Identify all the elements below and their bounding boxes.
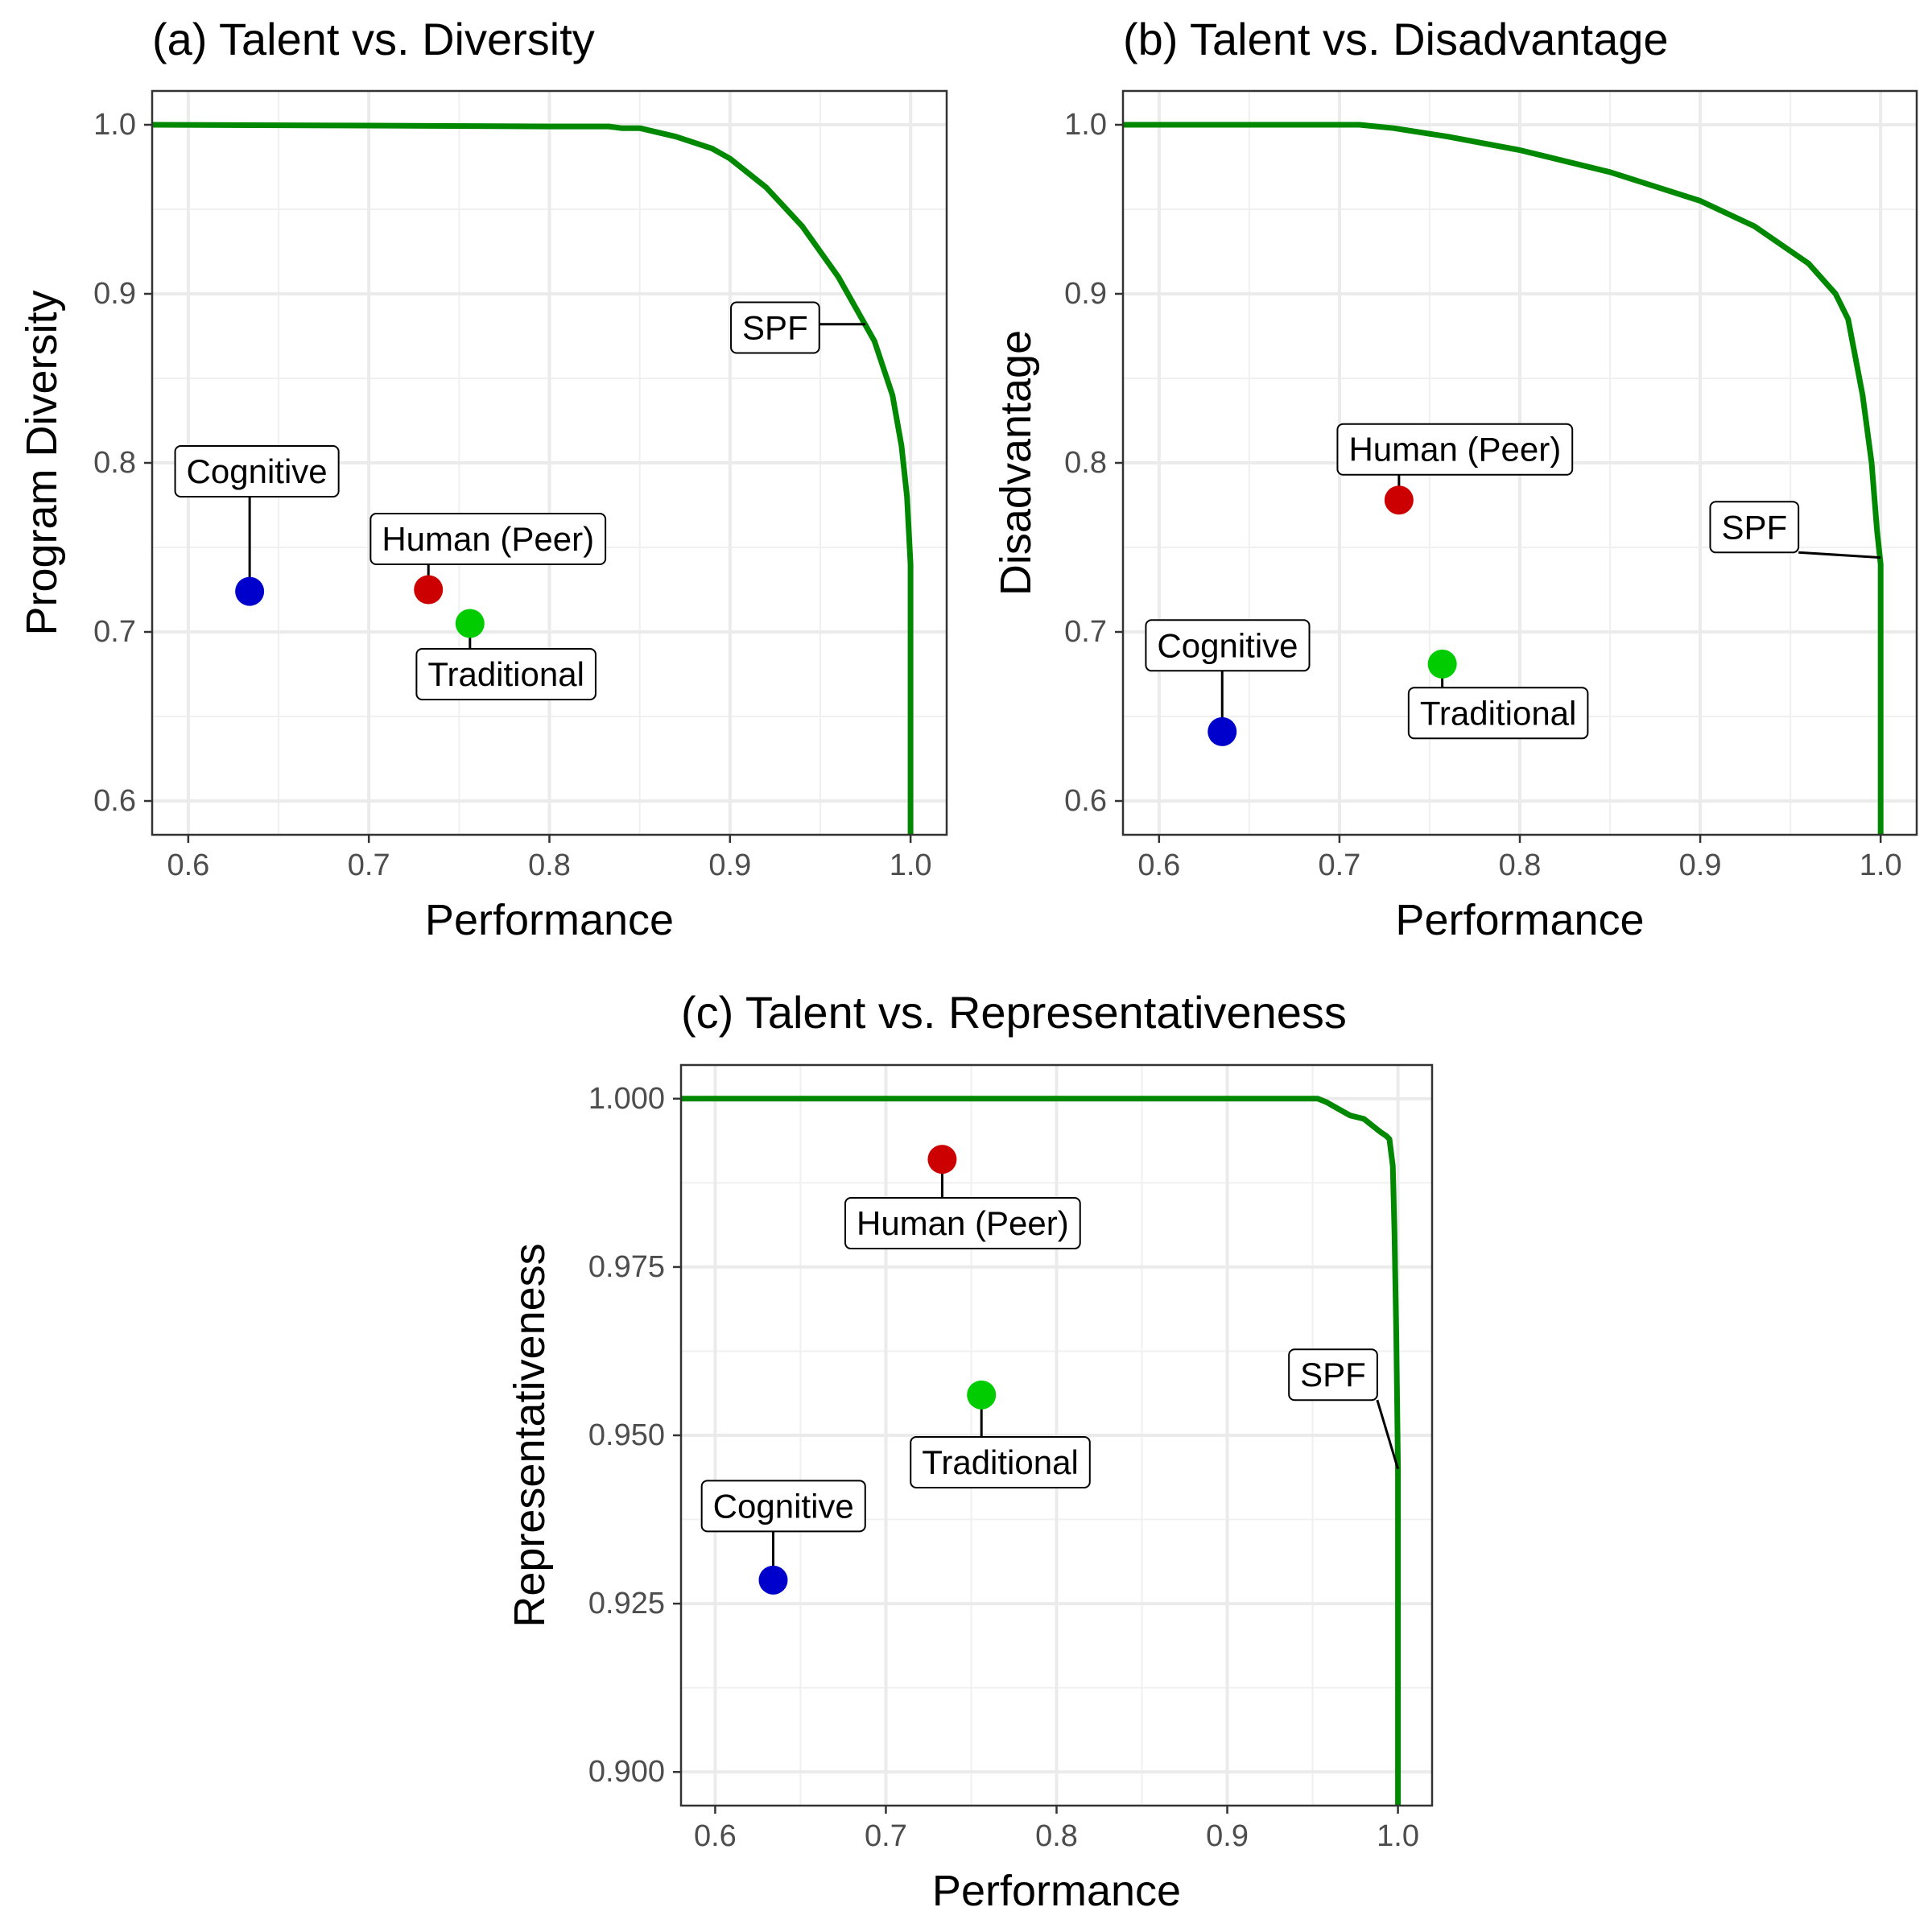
cognitive-label-box bbox=[1145, 619, 1311, 672]
traditional-point bbox=[455, 609, 485, 638]
y-tick-label: 0.975 bbox=[588, 1250, 665, 1284]
spf-leader bbox=[1376, 1399, 1400, 1470]
traditional-label: Traditional bbox=[427, 655, 584, 693]
spf-label-box bbox=[1288, 1348, 1378, 1402]
spf-label-box bbox=[1709, 501, 1800, 554]
x-tick-label: 1.0 bbox=[890, 848, 932, 882]
spf-label: SPF bbox=[1300, 1356, 1366, 1393]
y-tick-label: 1.000 bbox=[588, 1082, 665, 1116]
frontier-line bbox=[152, 122, 914, 835]
y-tick-label: 0.900 bbox=[588, 1755, 665, 1789]
y-axis-label: Program Diversity bbox=[18, 290, 66, 635]
x-tick-label: 0.6 bbox=[694, 1819, 737, 1853]
traditional-label-box bbox=[1407, 687, 1589, 740]
y-tick-label: 1.0 bbox=[1064, 108, 1107, 142]
cognitive-label-box bbox=[700, 1480, 866, 1533]
human-peer-label: Human (Peer) bbox=[382, 520, 594, 558]
y-tick-label: 0.950 bbox=[588, 1418, 665, 1452]
cognitive-label: Cognitive bbox=[713, 1487, 854, 1525]
human-peer-label: Human (Peer) bbox=[1348, 431, 1561, 469]
x-tick-label: 1.0 bbox=[1377, 1819, 1419, 1853]
traditional-label-box bbox=[910, 1435, 1091, 1488]
y-tick-label: 0.7 bbox=[1064, 615, 1107, 649]
spf-label: SPF bbox=[1721, 508, 1787, 546]
x-tick-label: 0.6 bbox=[167, 848, 209, 882]
cognitive-label: Cognitive bbox=[187, 452, 328, 490]
x-tick-label: 1.0 bbox=[1860, 848, 1902, 882]
human-peer-label-box bbox=[1336, 423, 1574, 476]
y-tick-label: 0.9 bbox=[93, 277, 136, 311]
traditional-point bbox=[1427, 649, 1457, 679]
x-tick-label: 0.6 bbox=[1137, 848, 1180, 882]
y-axis-label: Representativeness bbox=[506, 1243, 554, 1627]
cognitive-label-box bbox=[174, 445, 340, 497]
x-tick-label: 0.9 bbox=[1679, 848, 1722, 882]
panel-title: (b) Talent vs. Disadvantage bbox=[1123, 14, 1669, 64]
y-tick-label: 0.7 bbox=[93, 615, 136, 649]
x-tick-label: 0.7 bbox=[348, 848, 390, 882]
y-axis-label: Disadvantage bbox=[992, 330, 1040, 596]
spf-label: SPF bbox=[742, 309, 808, 347]
traditional-point bbox=[967, 1380, 997, 1410]
cognitive-point bbox=[235, 576, 265, 606]
traditional-label: Traditional bbox=[922, 1443, 1079, 1481]
cognitive-point bbox=[1208, 716, 1237, 746]
x-tick-label: 0.7 bbox=[1318, 848, 1360, 882]
y-tick-label: 0.8 bbox=[1064, 446, 1107, 480]
panel-b: Cognitive Human (Peer) Traditional SPF 0.6 0.… bbox=[992, 14, 1918, 944]
traditional-label: Traditional bbox=[1420, 694, 1577, 732]
x-tick-label: 0.8 bbox=[528, 848, 571, 882]
y-tick-label: 0.6 bbox=[93, 784, 136, 818]
human-peer-label-box bbox=[844, 1197, 1081, 1250]
traditional-label-box bbox=[415, 648, 597, 700]
panel-c: Cognitive Human (Peer) Traditional SPF 0.6 0.… bbox=[506, 987, 1434, 1915]
human-peer-point bbox=[414, 575, 444, 605]
human-peer-label-box bbox=[369, 513, 607, 565]
panel-title: (a) Talent vs. Diversity bbox=[152, 14, 595, 64]
cognitive-label: Cognitive bbox=[1157, 626, 1298, 664]
panel-title: (c) Talent vs. Representativeness bbox=[681, 987, 1347, 1038]
y-tick-label: 0.925 bbox=[588, 1587, 665, 1620]
y-tick-label: 1.0 bbox=[93, 108, 136, 142]
x-tick-label: 0.8 bbox=[1035, 1819, 1078, 1853]
cognitive-point bbox=[758, 1565, 788, 1595]
panel-a: Cognitive Human (Peer) Traditional SPF 0.6 0.… bbox=[18, 14, 948, 944]
y-tick-label: 0.9 bbox=[1064, 277, 1107, 311]
x-axis-label: Performance bbox=[932, 1867, 1181, 1915]
x-axis-label: Performance bbox=[425, 896, 674, 944]
x-axis-label: Performance bbox=[1395, 896, 1644, 944]
frontier-line bbox=[1123, 122, 1884, 835]
frontier-line bbox=[681, 1096, 1402, 1806]
x-tick-label: 0.8 bbox=[1499, 848, 1542, 882]
y-tick-label: 0.6 bbox=[1064, 784, 1107, 818]
spf-label-box bbox=[730, 301, 820, 354]
x-tick-label: 0.7 bbox=[865, 1819, 907, 1853]
x-tick-label: 0.9 bbox=[1206, 1819, 1249, 1853]
x-tick-label: 0.9 bbox=[708, 848, 751, 882]
human-peer-point bbox=[1384, 485, 1414, 515]
spf-leader bbox=[1798, 551, 1881, 559]
y-tick-label: 0.8 bbox=[93, 446, 136, 480]
human-peer-point bbox=[927, 1145, 957, 1174]
human-peer-label: Human (Peer) bbox=[857, 1204, 1069, 1242]
